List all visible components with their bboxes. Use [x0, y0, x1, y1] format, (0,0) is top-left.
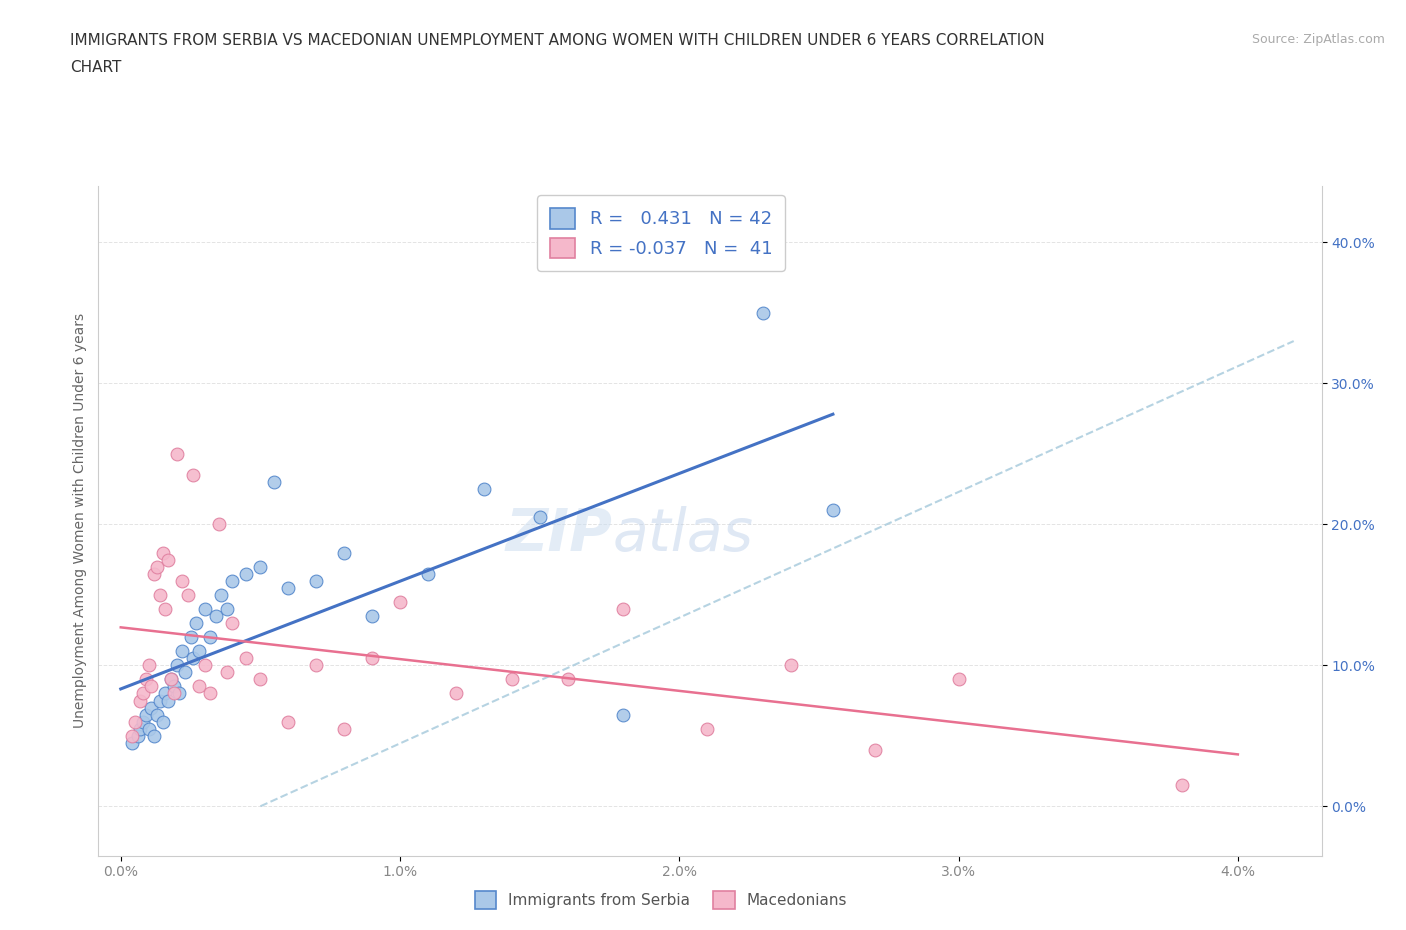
Point [141, 679, 163, 694]
Point [172, 573, 194, 588]
Point [198, 630, 221, 644]
Point [141, 700, 163, 715]
Point [174, 665, 197, 680]
Point [207, 517, 229, 532]
Point [186, 616, 208, 631]
Point [333, 545, 356, 560]
Point [166, 446, 188, 461]
Point [124, 714, 146, 729]
Point [780, 658, 803, 672]
Point [121, 736, 143, 751]
Point [146, 559, 169, 574]
Point [361, 651, 384, 666]
Point [198, 686, 221, 701]
Point [149, 588, 172, 603]
Point [180, 630, 202, 644]
Point [163, 679, 186, 694]
Point [188, 644, 211, 658]
Point [160, 672, 183, 687]
Point [155, 602, 177, 617]
Point [305, 658, 328, 672]
Point [127, 728, 149, 743]
Point [129, 722, 152, 737]
Point [221, 573, 243, 588]
Point [501, 672, 523, 687]
Legend: Immigrants from Serbia, Macedonians: Immigrants from Serbia, Macedonians [468, 885, 853, 915]
Point [221, 616, 243, 631]
Point [389, 594, 412, 609]
Point [249, 672, 271, 687]
Point [444, 686, 467, 701]
Point [177, 588, 200, 603]
Point [160, 672, 183, 687]
Point [752, 305, 775, 320]
Point [143, 728, 166, 743]
Point [215, 665, 238, 680]
Point [132, 686, 155, 701]
Point [135, 672, 157, 687]
Point [169, 686, 191, 701]
Point [948, 672, 970, 687]
Point [204, 608, 226, 623]
Point [146, 707, 169, 722]
Point [183, 468, 205, 483]
Point [129, 693, 152, 708]
Point [235, 651, 257, 666]
Point [157, 693, 180, 708]
Y-axis label: Unemployment Among Women with Children Under 6 years: Unemployment Among Women with Children U… [73, 313, 87, 728]
Point [249, 559, 271, 574]
Point [277, 580, 299, 595]
Point [188, 679, 211, 694]
Point [863, 742, 886, 757]
Point [209, 588, 232, 603]
Text: atlas: atlas [612, 506, 754, 563]
Point [157, 552, 180, 567]
Point [416, 566, 439, 581]
Point [193, 658, 215, 672]
Point [263, 474, 285, 489]
Text: CHART: CHART [70, 60, 122, 75]
Point [333, 722, 356, 737]
Point [215, 602, 238, 617]
Point [152, 714, 174, 729]
Point [277, 714, 299, 729]
Text: IMMIGRANTS FROM SERBIA VS MACEDONIAN UNEMPLOYMENT AMONG WOMEN WITH CHILDREN UNDE: IMMIGRANTS FROM SERBIA VS MACEDONIAN UNE… [70, 33, 1045, 47]
Point [138, 722, 160, 737]
Point [612, 707, 634, 722]
Point [696, 722, 718, 737]
Point [1171, 777, 1194, 792]
Point [529, 510, 551, 525]
Point [138, 658, 160, 672]
Point [557, 672, 579, 687]
Point [166, 658, 188, 672]
Point [135, 707, 157, 722]
Text: ZIP: ZIP [505, 506, 612, 563]
Point [132, 714, 155, 729]
Point [235, 566, 257, 581]
Point [121, 728, 143, 743]
Point [172, 644, 194, 658]
Point [821, 503, 844, 518]
Point [193, 602, 215, 617]
Point [152, 545, 174, 560]
Point [143, 566, 166, 581]
Point [472, 482, 495, 497]
Point [361, 608, 384, 623]
Point [149, 693, 172, 708]
Point [163, 686, 186, 701]
Text: Source: ZipAtlas.com: Source: ZipAtlas.com [1251, 33, 1385, 46]
Point [612, 602, 634, 617]
Point [305, 573, 328, 588]
Point [183, 651, 205, 666]
Point [155, 686, 177, 701]
